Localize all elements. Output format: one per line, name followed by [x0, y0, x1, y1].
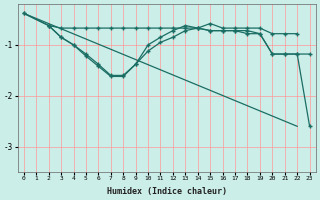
- X-axis label: Humidex (Indice chaleur): Humidex (Indice chaleur): [107, 187, 227, 196]
